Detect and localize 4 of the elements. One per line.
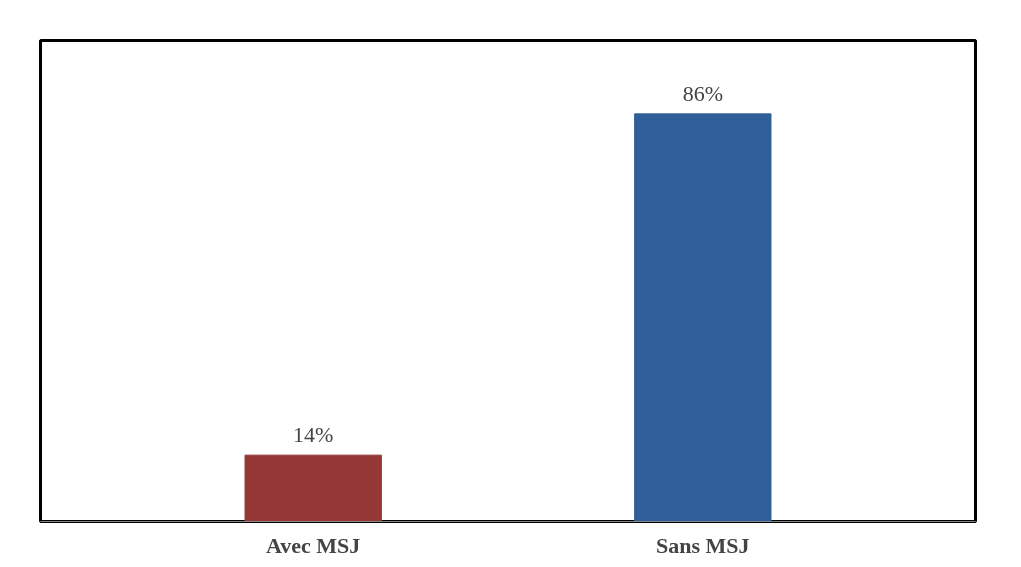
data-label: 86% bbox=[682, 80, 723, 106]
x-tick-label: Avec MSJ bbox=[266, 532, 361, 558]
data-label: 14% bbox=[293, 422, 334, 448]
x-tick-label: Sans MSJ bbox=[656, 532, 750, 558]
